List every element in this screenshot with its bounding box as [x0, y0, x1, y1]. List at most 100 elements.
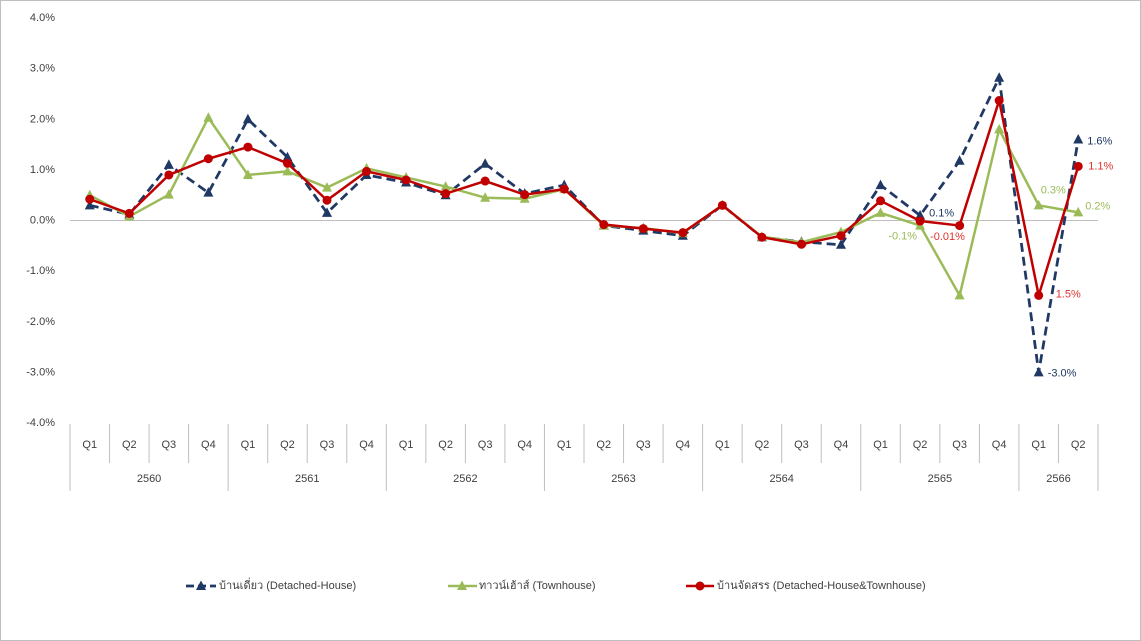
series-1-point: [84, 199, 95, 210]
quarter-label: Q2: [913, 439, 928, 451]
series-1-point: [875, 179, 886, 190]
legend: บ้านเดี่ยว (Detached-House) ทาวน์เฮ้าส์ …: [186, 577, 926, 592]
legend-label-townhouse: ทาวน์เฮ้าส์ (Townhouse): [479, 579, 596, 592]
y-tick-label: -1.0%: [26, 265, 55, 277]
circle-marker-icon: [695, 581, 705, 591]
series-2-data-label: -0.1%: [888, 231, 917, 243]
triangle-marker-icon: [196, 580, 206, 590]
series-3-point: [282, 158, 292, 168]
series-3-point: [362, 166, 372, 176]
quarter-label: Q4: [517, 439, 532, 451]
quarter-label: Q1: [873, 439, 888, 451]
quarter-label: Q4: [992, 439, 1007, 451]
year-label: 2562: [453, 473, 477, 485]
series-3-point: [876, 196, 886, 206]
series-3-point: [717, 200, 727, 210]
quarter-label: Q4: [676, 439, 691, 451]
y-axis: 4.0% 3.0% 2.0% 1.0% 0.0% -1.0% -2.0% -3.0% -4.0%: [26, 12, 1098, 429]
quarter-label: Q3: [952, 439, 967, 451]
series-3-point: [243, 142, 253, 152]
quarter-label: Q3: [162, 439, 177, 451]
year-label: 2566: [1046, 473, 1070, 485]
quarter-label: Q1: [241, 439, 256, 451]
series-3-point: [203, 154, 213, 164]
series-1-point: [480, 158, 491, 168]
data-labels: 0.1% -3.0% 1.6% -0.1% 0.3% 0.2% -0.01% 1.5% 1.1%: [888, 136, 1113, 380]
quarter-label: Q4: [834, 439, 849, 451]
series-1-point: [322, 207, 332, 217]
series-2-point: [440, 181, 451, 191]
quarter-label: Q1: [82, 439, 97, 451]
quarter-label: Q1: [1031, 439, 1046, 451]
quarter-label: Q2: [596, 439, 611, 451]
series-3-data-label: -0.01%: [930, 231, 965, 243]
series-1-point: [994, 72, 1005, 82]
series-3-point: [599, 220, 609, 230]
category-axis: 2560 2561 2562 2563 2564 2565 2566 Q1 Q2 Q3 Q4 Q1 Q2…: [69, 424, 1099, 491]
legend-label-combined: บ้านจัดสรร (Detached-House&Townhouse): [717, 580, 926, 592]
series-1-point: [954, 155, 965, 165]
series-3-point: [322, 195, 332, 205]
series-1-point: [1033, 366, 1044, 377]
series-3-point: [638, 224, 648, 234]
year-label: 2560: [137, 473, 161, 485]
series-2-point: [480, 192, 491, 202]
series-3-point: [520, 190, 530, 200]
series-3-point: [1034, 290, 1044, 300]
series-1-point: [282, 151, 293, 162]
series-3-point: [836, 231, 846, 241]
series-2-point: [875, 207, 886, 217]
quarter-label: Q2: [122, 439, 137, 451]
series-3-point: [994, 96, 1004, 106]
series-3-point: [441, 189, 451, 199]
series-2-data-label: 0.3%: [1041, 184, 1066, 196]
plot-area: [84, 72, 1084, 377]
quarter-label: Q1: [557, 439, 572, 451]
series-3-point: [796, 239, 806, 249]
series-2-point: [994, 123, 1005, 134]
series-3-point: [480, 176, 490, 186]
series-2-point: [1033, 199, 1044, 210]
series-1-point: [915, 209, 926, 220]
series-2-point: [282, 165, 293, 176]
series-3: [85, 96, 1083, 300]
series-3-line: [89, 99, 1080, 297]
quarter-label: Q2: [438, 439, 453, 451]
series-3-data-label: 1.5%: [1056, 288, 1081, 300]
quarter-label: Q3: [794, 439, 809, 451]
quarter-label: Q1: [715, 439, 730, 451]
quarter-label: Q3: [478, 439, 493, 451]
year-label: 2565: [928, 473, 952, 485]
series-1-data-label: 1.6%: [1087, 136, 1112, 148]
series-3-point: [757, 232, 767, 242]
series-1-point: [836, 239, 846, 249]
series-3-point: [164, 170, 174, 180]
y-tick-label: -3.0%: [26, 366, 55, 378]
year-label: 2561: [295, 473, 319, 485]
series-3-point: [678, 228, 688, 238]
series-2-point: [203, 112, 214, 122]
series-1-point: [1073, 134, 1084, 144]
series-3-point: [401, 175, 411, 185]
quarter-label: Q2: [1071, 439, 1086, 451]
series-3-data-label: 1.1%: [1088, 160, 1113, 172]
series-2-point: [954, 289, 965, 300]
legend-item-combined: บ้านจัดสรร (Detached-House&Townhouse): [686, 580, 926, 592]
series-1-point: [163, 159, 174, 169]
series-1-point: [242, 113, 253, 124]
year-label: 2563: [611, 473, 635, 485]
quarter-label: Q2: [755, 439, 770, 451]
legend-item-townhouse: ทาวน์เฮ้าส์ (Townhouse): [448, 579, 596, 592]
quarter-label: Q4: [359, 439, 374, 451]
y-tick-label: -4.0%: [26, 417, 55, 429]
series-1-data-label: -3.0%: [1048, 367, 1077, 379]
quarter-label: Q4: [201, 439, 216, 451]
quarter-label: Q3: [636, 439, 651, 451]
year-label: 2564: [769, 473, 793, 485]
series-3-point: [85, 194, 95, 204]
y-tick-label: 1.0%: [30, 164, 55, 176]
series-3-point: [559, 184, 569, 194]
quarter-label: Q3: [320, 439, 335, 451]
